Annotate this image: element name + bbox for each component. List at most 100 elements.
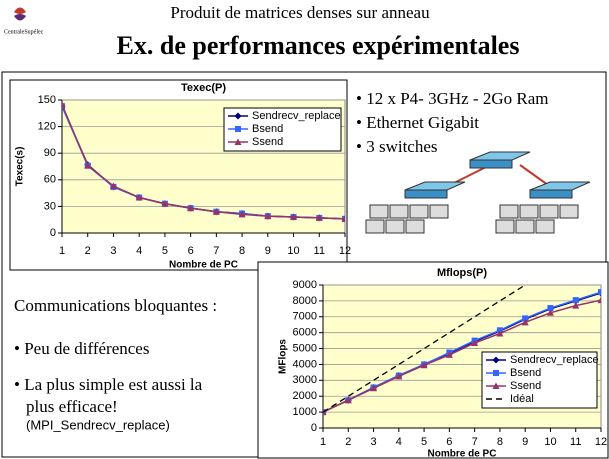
legend-label: Bsend <box>252 123 283 135</box>
legend-label: Ssend <box>510 380 541 392</box>
x-tick-label: 12 <box>595 436 607 448</box>
y-tick-label: 7000 <box>293 311 317 323</box>
spec: • 3 switches <box>356 137 438 156</box>
x-tick-label: 7 <box>472 436 478 448</box>
marker <box>290 213 298 221</box>
marker <box>235 126 241 132</box>
x-axis-title: Nombre de PC <box>169 260 238 271</box>
x-tick-label: 10 <box>544 436 556 448</box>
x-tick-label: 6 <box>446 436 452 448</box>
marker <box>323 408 327 416</box>
marker <box>420 361 428 369</box>
series-group <box>323 285 601 416</box>
x-tick-label: 12 <box>339 245 351 257</box>
y-tick-label: 8000 <box>293 295 317 307</box>
legend-label: Idéal <box>510 393 534 405</box>
marker <box>109 182 117 190</box>
x-tick-label: 2 <box>85 245 91 257</box>
marker <box>62 100 66 108</box>
marker <box>493 370 499 376</box>
chart: Mflops(P) Nombre de PC MFlops 0 1000 2000 3000… <box>257 261 609 459</box>
marker <box>135 194 143 201</box>
series-group <box>62 100 345 223</box>
marker <box>187 204 195 212</box>
subtitle: Produit de matrices denses sur anneau <box>170 3 430 22</box>
legend-label: Sendrecv_replace <box>252 110 341 122</box>
x-tick-label: 11 <box>314 245 325 257</box>
marker <box>547 305 554 312</box>
marker <box>471 339 479 346</box>
marker <box>492 382 500 389</box>
x-tick-label: 9 <box>522 436 528 448</box>
series-line <box>323 299 601 413</box>
series-line <box>323 285 527 413</box>
x-tick-label: 3 <box>370 436 376 448</box>
legend-box <box>223 107 342 152</box>
network-diagram <box>365 151 591 234</box>
spec: • Ethernet Gigabit <box>356 113 479 132</box>
legend-label: Bsend <box>510 367 541 379</box>
y-tick-label: 2000 <box>293 390 317 402</box>
spec: • 12 x P4- 3GHz - 2Go Ram <box>356 89 548 108</box>
x-tick-label: 1 <box>320 436 326 448</box>
y-tick-label: 120 <box>38 121 56 133</box>
y-tick-label: 60 <box>44 174 56 186</box>
marker <box>572 297 579 304</box>
marker <box>234 138 242 145</box>
marker <box>370 384 378 392</box>
marker <box>264 212 272 220</box>
x-tick-label: 4 <box>396 436 402 448</box>
y-axis-title: Texec(s) <box>15 147 26 187</box>
legend-label: Ssend <box>252 136 283 148</box>
footnote: (MPI_Sendrecv_replace) <box>26 417 170 432</box>
marker <box>315 214 323 221</box>
y-tick-label: 0 <box>311 422 317 434</box>
marker <box>212 208 220 215</box>
series-line <box>62 104 345 220</box>
x-tick-label: 5 <box>162 245 168 257</box>
x-tick-label: 1 <box>59 245 65 257</box>
note: plus efficace! <box>26 397 118 416</box>
marker <box>234 112 242 120</box>
marker <box>445 351 453 358</box>
marker <box>546 309 554 316</box>
marker <box>496 329 504 337</box>
marker <box>522 315 529 322</box>
marker <box>521 318 529 326</box>
y-tick-label: 9000 <box>293 279 317 291</box>
x-tick-label: 7 <box>213 245 219 257</box>
chart-title: Texec(P) <box>181 82 226 94</box>
marker <box>344 396 352 404</box>
x-axis-title: Nombre de PC <box>428 449 497 459</box>
logo-text: CentraleSupélec <box>4 29 44 35</box>
chart: Texec(P)Nombre de PCTexec(s)030609012015… <box>9 79 351 271</box>
x-tick-label: 5 <box>421 436 427 448</box>
y-axis-title: MFlops <box>278 339 289 374</box>
marker <box>597 296 601 304</box>
marker <box>572 302 580 309</box>
x-tick-label: 9 <box>265 245 271 257</box>
y-tick-label: 4000 <box>293 358 317 370</box>
x-tick-label: 2 <box>345 436 351 448</box>
x-tick-label: 8 <box>497 436 503 448</box>
note: • La plus simple est aussi la <box>14 375 203 394</box>
note: • Peu de différences <box>14 339 149 358</box>
y-tick-label: 150 <box>38 94 56 106</box>
x-tick-label: 11 <box>570 436 581 448</box>
x-tick-label: 6 <box>188 245 194 257</box>
marker <box>598 289 601 296</box>
chart-title: Mflops(P) <box>437 267 487 279</box>
logo-icon <box>14 7 26 21</box>
slide-title: Ex. de performances expérimentales <box>117 31 520 60</box>
y-tick-label: 5000 <box>293 342 317 354</box>
notes-heading: Communications bloquantes : <box>14 296 217 315</box>
marker <box>238 210 246 218</box>
x-tick-label: 4 <box>136 245 142 257</box>
legend-label: Sendrecv_replace <box>510 354 599 366</box>
marker <box>161 200 169 207</box>
y-tick-label: 1000 <box>293 406 317 418</box>
x-tick-label: 10 <box>287 245 299 257</box>
marker <box>395 372 403 380</box>
x-tick-label: 3 <box>110 245 116 257</box>
